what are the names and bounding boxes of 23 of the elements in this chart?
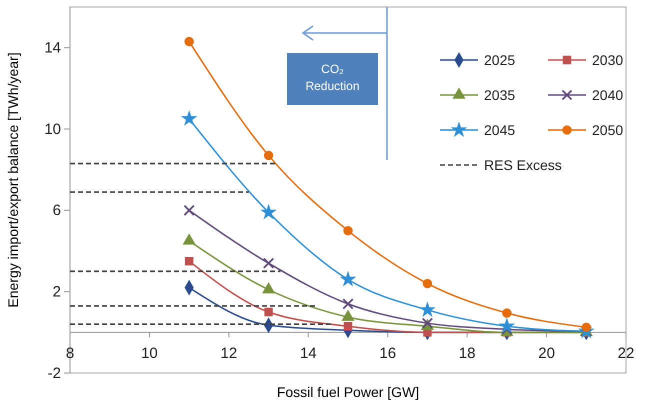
y-tick-label: 2 (52, 283, 61, 300)
x-tick-label: 10 (141, 344, 158, 362)
legend-label: 2030 (592, 52, 624, 68)
y-axis-title: Energy import/export balance [TWh/year] (5, 52, 21, 308)
annotation: CO₂ Reduction (305, 62, 360, 93)
legend-label: 2025 (484, 52, 516, 68)
x-tick-label: 12 (220, 344, 238, 362)
legend-label: RES Excess (484, 157, 562, 173)
y-tick-label: 10 (44, 120, 61, 138)
x-axis-title: Fossil fuel Power [GW] (276, 384, 420, 400)
legend-label: 2035 (484, 87, 516, 103)
x-tick-label: 16 (379, 344, 396, 362)
y-tick-label: 14 (44, 39, 61, 56)
legend-label: 2045 (484, 122, 516, 138)
x-tick-label: 8 (66, 344, 74, 362)
x-tick-label: 22 (618, 344, 634, 362)
y-tick-label: 6 (52, 202, 61, 220)
x-tick-label: 18 (458, 344, 476, 362)
legend-label: 2040 (592, 87, 624, 103)
x-tick-label: 20 (538, 344, 555, 362)
y-tick-label: -2 (48, 364, 61, 382)
x-tick-label: 14 (300, 344, 317, 362)
legend-label: 2050 (592, 122, 624, 138)
